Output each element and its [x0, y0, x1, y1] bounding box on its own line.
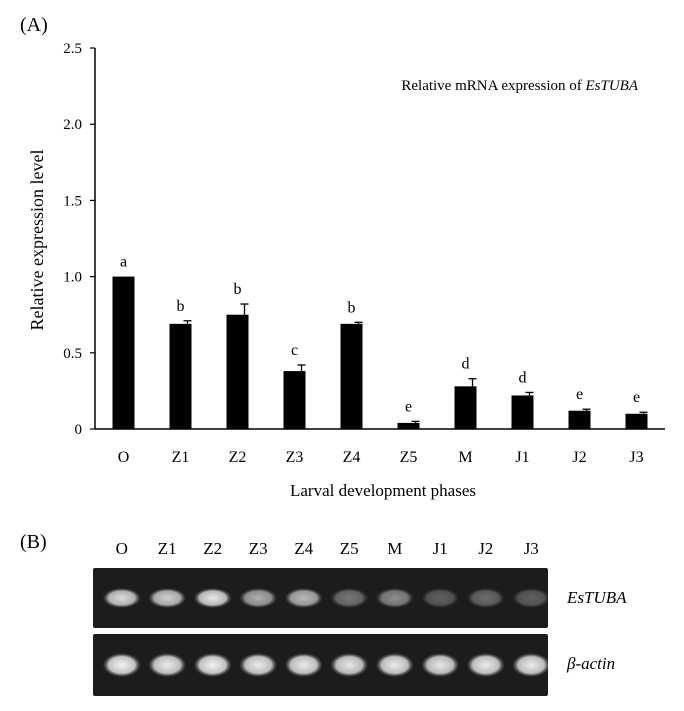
gel-band: [284, 588, 323, 608]
bar: [340, 323, 363, 429]
gel-lane-label: J3: [523, 539, 539, 558]
gel-band: [375, 588, 414, 608]
bar: [112, 276, 135, 429]
gel-band: [148, 588, 187, 608]
gel-lane-label: Z3: [248, 539, 268, 558]
significance-letter: b: [234, 281, 242, 298]
significance-letter: a: [120, 254, 127, 271]
gel-band: [102, 653, 141, 677]
gel-band: [330, 653, 369, 677]
x-tick-label: Z3: [286, 449, 304, 466]
significance-letter: c: [291, 342, 298, 359]
bar: [511, 395, 534, 429]
x-tick-labels: O Z1 Z2 Z3 Z4 Z5 M J1 J2 J3: [118, 449, 644, 466]
gel-lane-label: Z1: [157, 539, 177, 558]
y-tick-label: 2.5: [63, 41, 82, 57]
x-tick-label: J3: [629, 449, 643, 466]
bar: [283, 371, 306, 429]
gel-band: [239, 588, 278, 608]
bar: [568, 410, 591, 429]
gel-band: [512, 588, 551, 608]
gel-lane-label: Z5: [339, 539, 359, 558]
gel-band: [512, 653, 551, 677]
bar-chart: a b b c b e d d e e 0 0.5 1.0 1.5 2.0 2.5 O Z1 Z2 Z3 Z4 Z5 M…: [27, 41, 665, 500]
significance-letter: b: [177, 298, 185, 315]
gel-band-beta-actin: [93, 634, 551, 696]
gel-lane-label: J1: [432, 539, 448, 558]
gel-lane-label: M: [387, 539, 403, 558]
bar: [169, 323, 192, 429]
x-tick-label: Z1: [172, 449, 190, 466]
x-tick-label: J1: [515, 449, 529, 466]
gel-band: [466, 588, 505, 608]
gel-lane-label: Z4: [294, 539, 314, 558]
significance-letter: d: [462, 356, 470, 373]
gel-label-beta-actin: β-actin: [567, 654, 616, 673]
gel-band: [466, 653, 505, 677]
chart-bars: a b b c b e d d e e: [112, 254, 648, 429]
gel-band: [421, 588, 460, 608]
panel-a-label: (A): [20, 14, 48, 36]
y-tick-label: 0.5: [63, 346, 82, 362]
x-axis-label: Larval development phases: [290, 481, 476, 500]
gel-band: [193, 653, 232, 677]
gel-band: [148, 653, 187, 677]
x-tick-label: Z2: [229, 449, 247, 466]
gel-band: [193, 588, 232, 608]
gel-lane-label: Z2: [203, 539, 223, 558]
gel-label-estuba: EsTUBA: [567, 588, 627, 607]
gel-band: [102, 588, 141, 608]
significance-letter: e: [633, 389, 640, 406]
x-tick-label: Z4: [343, 449, 361, 466]
gel-lane-label: J2: [478, 539, 494, 558]
bar: [397, 422, 420, 429]
y-axis-label: Relative expression level: [27, 150, 47, 331]
gel-band: [330, 588, 369, 608]
gel-band-estuba: [93, 568, 551, 628]
bar: [625, 413, 648, 429]
x-tick-label: Z5: [400, 449, 418, 466]
chart-title-text: Relative mRNA expression of: [401, 78, 585, 94]
gel-band: [421, 653, 460, 677]
gel-band: [239, 653, 278, 677]
y-tick-labels: 0 0.5 1.0 1.5 2.0 2.5: [63, 41, 95, 438]
significance-letter: e: [405, 398, 412, 415]
y-tick-label: 2.0: [63, 117, 82, 133]
panel-b-label: (B): [20, 531, 47, 553]
gel-lane-label: O: [115, 539, 128, 558]
gel-band: [284, 653, 323, 677]
gel-band: [375, 653, 414, 677]
chart-title-gene: EsTUBA: [585, 78, 639, 94]
y-tick-label: 1.5: [63, 193, 82, 209]
bar: [454, 386, 477, 429]
x-tick-label: J2: [572, 449, 586, 466]
x-tick-label: O: [118, 449, 130, 466]
y-tick-label: 1.0: [63, 270, 82, 286]
y-tick-label: 0: [75, 422, 83, 438]
x-tick-label: M: [458, 449, 472, 466]
significance-letter: d: [519, 369, 527, 386]
significance-letter: b: [348, 299, 356, 316]
significance-letter: e: [576, 386, 583, 403]
chart-title: Relative mRNA expression of EsTUBA: [401, 78, 638, 94]
bar: [226, 314, 249, 429]
